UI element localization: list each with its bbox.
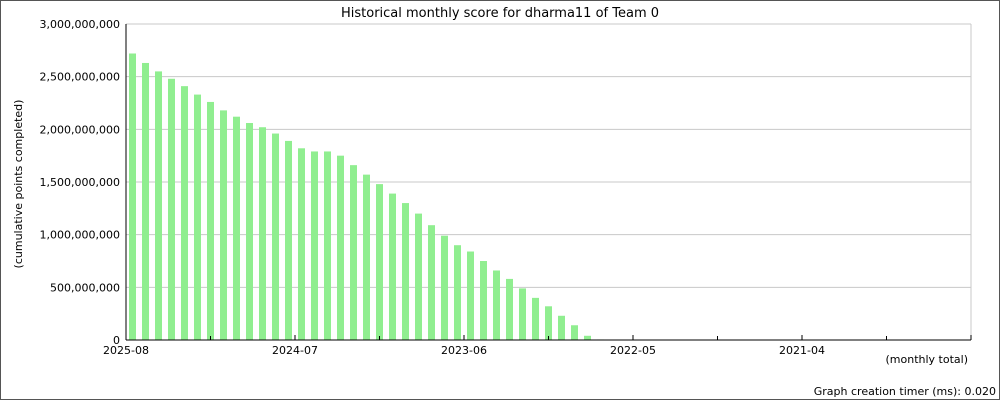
bar xyxy=(415,213,422,340)
x-tick-label: 2021-04 xyxy=(779,344,825,357)
y-tick-label: 2,500,000,000 xyxy=(40,71,120,84)
bar xyxy=(506,278,513,340)
y-tick-label: 2,000,000,000 xyxy=(40,123,120,136)
x-tick-label: 2024-07 xyxy=(272,344,318,357)
bar xyxy=(389,193,396,340)
bar xyxy=(467,251,474,340)
bar xyxy=(454,245,461,340)
bar xyxy=(181,86,188,340)
bar xyxy=(337,155,344,340)
bar xyxy=(129,53,136,340)
bar xyxy=(545,306,552,340)
bar xyxy=(363,174,370,340)
bar xyxy=(428,225,435,340)
bar xyxy=(571,325,578,340)
graph-timer-footer: Graph creation timer (ms): 0.020 xyxy=(814,385,996,398)
bar xyxy=(480,261,487,340)
bar xyxy=(558,315,565,340)
bar xyxy=(168,78,175,341)
bar xyxy=(142,62,149,341)
bar xyxy=(155,71,162,341)
bars xyxy=(129,53,604,341)
y-tick-label: 1,000,000,000 xyxy=(40,229,120,242)
chart-title: Historical monthly score for dharma11 of… xyxy=(341,6,659,21)
x-axis-label: (monthly total) xyxy=(886,353,969,366)
bar xyxy=(493,270,500,340)
bar xyxy=(207,101,214,341)
bar xyxy=(272,133,279,340)
bar xyxy=(298,148,305,340)
bar xyxy=(441,235,448,340)
x-tick-label: 2022-05 xyxy=(610,344,656,357)
y-tick-label: 3,000,000,000 xyxy=(40,18,120,31)
bar xyxy=(584,335,591,340)
y-axis-label: (cumulative points completed) xyxy=(12,100,25,269)
bar xyxy=(220,110,227,340)
bar xyxy=(532,297,539,340)
y-tick-label: 500,000,000 xyxy=(50,281,120,294)
bar xyxy=(246,123,253,340)
bar xyxy=(350,165,357,340)
bar xyxy=(233,116,240,341)
bar xyxy=(324,151,331,340)
bar xyxy=(259,127,266,340)
axes: 0 500,000,000 1,000,000,000 1,500,000,000 2,… xyxy=(40,18,972,357)
y-tick-label: 0 xyxy=(113,334,120,347)
bar xyxy=(402,203,409,340)
y-tick-label: 1,500,000,000 xyxy=(40,176,120,189)
x-tick-label: 2023-06 xyxy=(441,344,487,357)
bar xyxy=(376,184,383,340)
bar xyxy=(285,140,292,340)
bar xyxy=(194,94,201,340)
bar xyxy=(311,151,318,340)
bar xyxy=(519,288,526,340)
x-tick-label: 2025-08 xyxy=(103,344,149,357)
grid-lines xyxy=(126,23,972,340)
